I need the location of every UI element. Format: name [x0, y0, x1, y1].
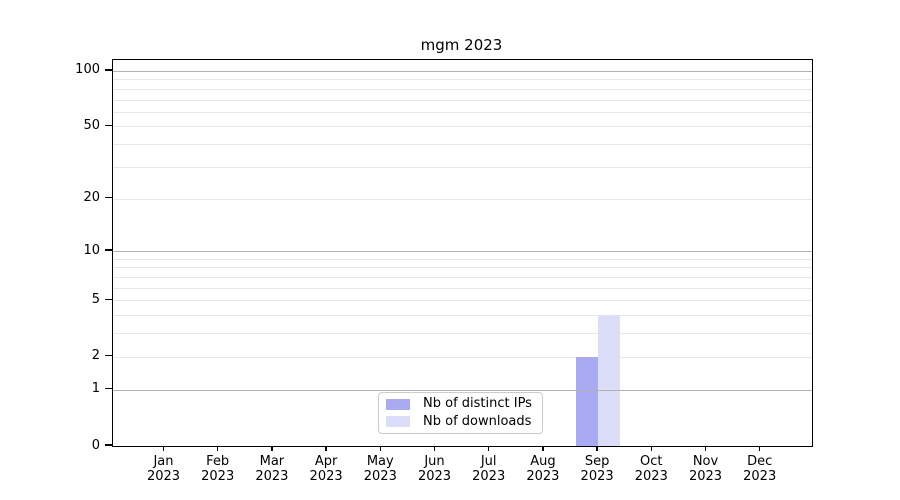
year-label: 2023 [743, 469, 777, 484]
y-tick-mark [105, 69, 112, 71]
minor-gridline [113, 356, 812, 358]
x-tick-label: Apr 2023 [296, 454, 356, 484]
x-tick-mark [217, 446, 219, 452]
plot-area [112, 59, 813, 447]
y-tick-label: 2 [91, 348, 100, 364]
y-tick-mark [105, 196, 112, 199]
y-tick-label: 50 [83, 117, 100, 133]
x-tick-mark [542, 446, 544, 452]
x-tick-label: Jul 2023 [459, 454, 519, 484]
y-tick-label: 10 [83, 242, 100, 258]
chart-title: mgm 2023 [420, 36, 503, 54]
minor-gridline [113, 277, 812, 279]
minor-gridline [113, 166, 812, 168]
minor-gridline [113, 88, 812, 90]
year-label: 2023 [526, 469, 560, 484]
x-tick-mark [379, 446, 381, 452]
legend-label: Nb of distinct IPs [423, 396, 532, 412]
month-label: Dec [747, 454, 773, 469]
x-tick-label: Nov 2023 [676, 454, 736, 484]
bar-nb-of-downloads [598, 315, 621, 446]
x-tick-label: Jan 2023 [134, 454, 194, 484]
major-gridline [113, 251, 812, 253]
y-tick-mark [105, 355, 112, 357]
y-tick-mark [105, 124, 112, 127]
year-label: 2023 [417, 469, 452, 484]
month-label: Oct [640, 454, 663, 469]
year-label: 2023 [472, 469, 506, 484]
month-label: Sep [584, 454, 610, 469]
minor-gridline [113, 258, 812, 260]
minor-gridline [113, 198, 812, 200]
y-tick-mark [105, 298, 112, 301]
major-gridline [113, 70, 812, 72]
distinct-ips-swatch [386, 398, 410, 410]
month-label: May [366, 454, 394, 469]
minor-gridline [113, 144, 812, 146]
year-label: 2023 [634, 469, 668, 484]
x-tick-mark [704, 446, 707, 452]
minor-gridline [113, 99, 812, 101]
x-tick-label: Mar 2023 [242, 454, 302, 484]
minor-gridline [113, 126, 812, 128]
x-tick-mark [433, 446, 436, 452]
legend-label: Nb of downloads [423, 413, 532, 429]
month-label: Feb [206, 454, 230, 469]
y-tick-label: 0 [91, 437, 100, 453]
month-label: Jun [424, 454, 445, 469]
x-tick-mark [271, 446, 273, 452]
y-tick-label: 20 [83, 190, 100, 206]
year-label: 2023 [201, 469, 235, 484]
x-tick-label: Jun 2023 [405, 454, 465, 484]
x-tick-label: Oct 2023 [621, 454, 681, 484]
y-tick-label: 100 [75, 62, 100, 78]
minor-gridline [113, 333, 812, 335]
month-label: Jan [153, 454, 174, 469]
x-tick-label: Sep 2023 [567, 454, 627, 484]
bar-nb-of-distinct-ips [576, 356, 599, 446]
x-tick-mark [650, 446, 652, 452]
x-tick-mark [488, 446, 490, 452]
x-tick-label: Dec 2023 [730, 454, 790, 484]
minor-gridline [113, 111, 812, 113]
month-label: Aug [530, 454, 556, 469]
legend-item-downloads: Nb of downloads [386, 413, 534, 430]
minor-gridline [113, 315, 812, 317]
minor-gridline [113, 287, 812, 289]
major-gridline [113, 389, 812, 391]
year-label: 2023 [255, 469, 289, 484]
year-label: 2023 [688, 469, 723, 484]
x-tick-mark [759, 446, 761, 452]
year-label: 2023 [309, 469, 343, 484]
legend-item-distinct-ips: Nb of distinct IPs [386, 397, 534, 412]
y-tick-mark [105, 249, 112, 251]
x-tick-mark [162, 446, 165, 452]
legend: Nb of distinct IPs Nb of downloads [378, 392, 543, 434]
year-label: 2023 [363, 469, 397, 484]
x-tick-label: Aug 2023 [513, 454, 573, 484]
minor-gridline [113, 300, 812, 302]
y-tick-label: 5 [91, 291, 100, 307]
x-tick-mark [325, 446, 327, 452]
month-label: Jul [480, 454, 497, 469]
month-label: Mar [259, 454, 285, 469]
minor-gridline [113, 267, 812, 269]
y-tick-mark [105, 387, 112, 390]
month-label: Nov [692, 454, 719, 469]
x-tick-mark [596, 446, 598, 452]
minor-gridline [113, 79, 812, 81]
y-tick-mark [105, 444, 112, 446]
x-tick-label: Feb 2023 [188, 454, 248, 484]
x-tick-label: May 2023 [350, 454, 410, 484]
y-tick-label: 1 [91, 381, 100, 397]
month-label: Apr [314, 454, 338, 469]
downloads-swatch [386, 416, 410, 428]
year-label: 2023 [146, 469, 181, 484]
year-label: 2023 [580, 469, 614, 484]
